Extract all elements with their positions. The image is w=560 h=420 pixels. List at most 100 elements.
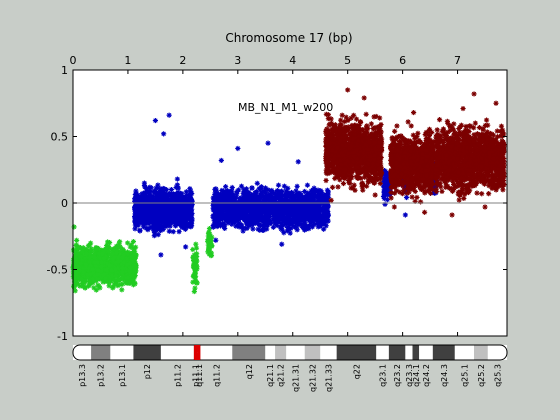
- data-point: [367, 139, 373, 146]
- data-point: [372, 145, 378, 152]
- data-point: [368, 175, 374, 181]
- data-point: [223, 198, 229, 204]
- data-point: [184, 202, 190, 208]
- data-point: [118, 249, 124, 255]
- data-point: [170, 191, 176, 197]
- data-point: [364, 135, 370, 141]
- data-point: [346, 125, 352, 132]
- data-point: [363, 146, 369, 152]
- data-point: [274, 212, 280, 218]
- data-point: [288, 194, 294, 201]
- data-point: [190, 279, 196, 285]
- data-point: [364, 138, 370, 144]
- data-point: [130, 245, 136, 251]
- data-point: [329, 184, 336, 190]
- data-point: [176, 219, 182, 225]
- data-point: [362, 152, 368, 158]
- data-point: [378, 154, 384, 160]
- data-point: [87, 271, 93, 277]
- data-point: [346, 150, 352, 156]
- data-point: [251, 204, 258, 210]
- data-point: [113, 269, 120, 275]
- data-point: [168, 201, 174, 207]
- data-point: [337, 129, 343, 135]
- data-point: [234, 188, 240, 195]
- data-point: [214, 220, 221, 226]
- data-point: [95, 264, 102, 270]
- data-point: [328, 116, 334, 122]
- data-point: [302, 221, 308, 227]
- data-point: [240, 203, 247, 210]
- data-point: [382, 174, 388, 180]
- data-point: [261, 227, 267, 233]
- data-point: [79, 257, 85, 263]
- data-point: [118, 246, 124, 252]
- data-point: [239, 196, 246, 202]
- data-point: [219, 210, 225, 216]
- data-point: [97, 255, 103, 261]
- data-point: [149, 197, 155, 203]
- data-point: [287, 230, 293, 236]
- data-point: [256, 221, 262, 227]
- data-point: [332, 153, 338, 160]
- data-point: [278, 226, 284, 232]
- data-point: [306, 226, 312, 232]
- data-point: [152, 201, 158, 208]
- data-point: [106, 249, 112, 255]
- data-point: [359, 167, 365, 173]
- data-point: [342, 143, 349, 149]
- data-point: [377, 165, 383, 172]
- data-point: [313, 206, 319, 212]
- data-point: [116, 241, 122, 247]
- data-point: [115, 258, 121, 265]
- data-point: [242, 217, 248, 223]
- data-point: [180, 204, 186, 210]
- data-point: [147, 202, 153, 208]
- data-point: [354, 161, 361, 167]
- data-point: [119, 276, 125, 282]
- data-point: [384, 176, 390, 182]
- data-point: [120, 281, 126, 287]
- data-point: [234, 215, 241, 222]
- data-point: [309, 202, 315, 208]
- data-point: [127, 260, 133, 267]
- data-point: [337, 165, 343, 171]
- data-point: [325, 129, 332, 136]
- data-point: [351, 150, 357, 156]
- data-point: [371, 126, 377, 132]
- data-point: [265, 187, 271, 193]
- data-point: [334, 133, 340, 139]
- data-point: [145, 204, 151, 210]
- data-point: [373, 150, 379, 157]
- data-point: [140, 212, 146, 218]
- data-point: [121, 260, 127, 266]
- data-point: [124, 249, 131, 255]
- data-point: [350, 125, 356, 131]
- data-point: [127, 244, 133, 250]
- data-point: [137, 204, 143, 210]
- data-point: [132, 214, 138, 220]
- data-point: [342, 118, 348, 125]
- data-point: [88, 240, 94, 246]
- data-point: [366, 149, 372, 156]
- data-point: [301, 205, 307, 211]
- data-point: [87, 263, 94, 269]
- data-point: [308, 207, 314, 213]
- data-point: [74, 269, 80, 276]
- data-point: [351, 154, 357, 160]
- data-point: [183, 216, 189, 222]
- data-point: [194, 251, 200, 257]
- data-point: [233, 206, 240, 212]
- data-point: [82, 256, 88, 262]
- data-point-outlier: [295, 159, 301, 165]
- data-point: [181, 207, 187, 213]
- data-point: [226, 209, 232, 215]
- data-point: [372, 152, 378, 158]
- data-point: [212, 212, 219, 218]
- data-point: [104, 265, 110, 272]
- data-point: [78, 260, 84, 266]
- data-point: [336, 169, 342, 175]
- data-point-outlier: [218, 157, 224, 164]
- data-point: [112, 254, 118, 260]
